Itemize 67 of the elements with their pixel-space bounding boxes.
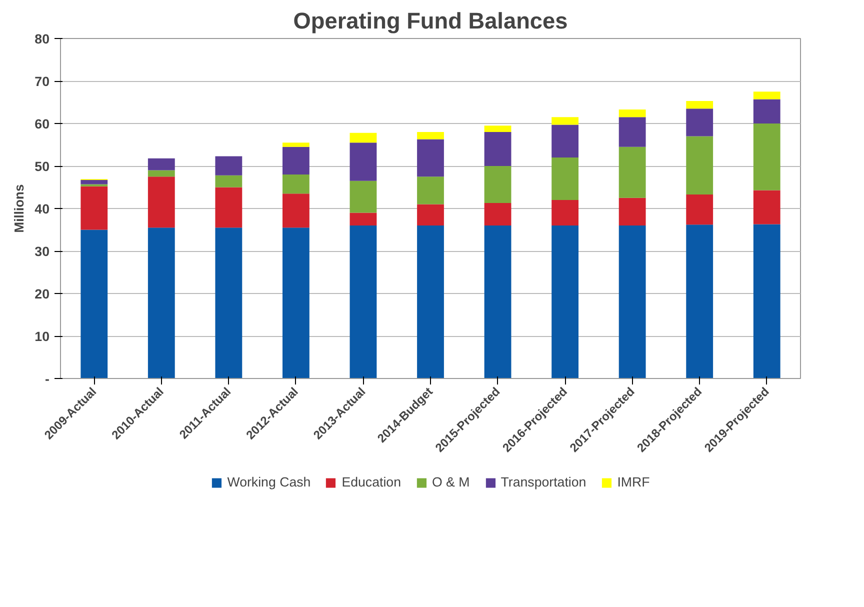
bar <box>282 146 310 174</box>
bar <box>484 126 512 132</box>
bar <box>484 132 512 166</box>
y-tick-label: 20 <box>34 286 50 302</box>
bar <box>618 117 646 147</box>
legend-label: Education <box>342 474 401 490</box>
bar <box>350 180 377 213</box>
bar <box>484 202 512 226</box>
bar <box>80 230 108 378</box>
bar <box>282 142 310 147</box>
bar <box>552 226 578 378</box>
bar <box>215 156 242 176</box>
bar <box>350 226 377 378</box>
bar <box>484 166 512 203</box>
chart-title: Operating Fund Balances <box>293 8 568 34</box>
legend-label: O & M <box>432 474 470 490</box>
bar <box>350 212 377 226</box>
bar <box>417 139 444 177</box>
bar <box>686 194 714 225</box>
bar <box>350 142 377 181</box>
bar <box>350 132 377 143</box>
bar <box>618 109 646 118</box>
bar <box>552 158 578 200</box>
y-tick-label: 70 <box>34 74 50 89</box>
legend-label: IMRF <box>617 474 650 490</box>
bar <box>80 180 108 184</box>
bar <box>417 176 444 204</box>
bar <box>215 187 242 228</box>
bar <box>753 224 780 378</box>
bar <box>552 200 578 226</box>
y-tick-label: 80 <box>34 32 50 46</box>
bar <box>686 224 714 378</box>
y-tick-label: 10 <box>34 329 50 344</box>
bar <box>80 186 108 230</box>
bar <box>484 226 512 378</box>
bar <box>215 175 242 188</box>
bar <box>417 204 444 226</box>
bar <box>282 174 310 194</box>
y-tick-label: 30 <box>34 244 50 259</box>
bar <box>148 170 175 177</box>
bar <box>686 136 714 194</box>
bar <box>686 100 714 109</box>
y-tick-label: 50 <box>34 159 50 174</box>
bar <box>282 228 310 378</box>
bar <box>686 108 714 136</box>
bar <box>618 226 646 378</box>
bar <box>417 226 444 378</box>
legend-label: Working Cash <box>227 474 311 490</box>
y-tick-label: 60 <box>34 116 50 132</box>
bar <box>215 228 242 378</box>
y-tick-label: 40 <box>34 202 50 216</box>
bar <box>753 92 780 100</box>
bar <box>148 158 175 170</box>
legend-label: Transportation <box>500 474 586 490</box>
bar <box>148 176 175 228</box>
bar <box>618 146 646 198</box>
bar <box>753 190 780 224</box>
bar <box>552 124 578 158</box>
y-axis-title: Millions <box>12 184 27 233</box>
bar <box>753 124 780 190</box>
bar <box>753 99 780 124</box>
y-tick-label: - <box>45 372 50 386</box>
bar <box>618 198 646 226</box>
bar <box>552 117 578 125</box>
bar <box>148 228 175 378</box>
bar <box>417 132 444 140</box>
bar <box>282 194 310 228</box>
